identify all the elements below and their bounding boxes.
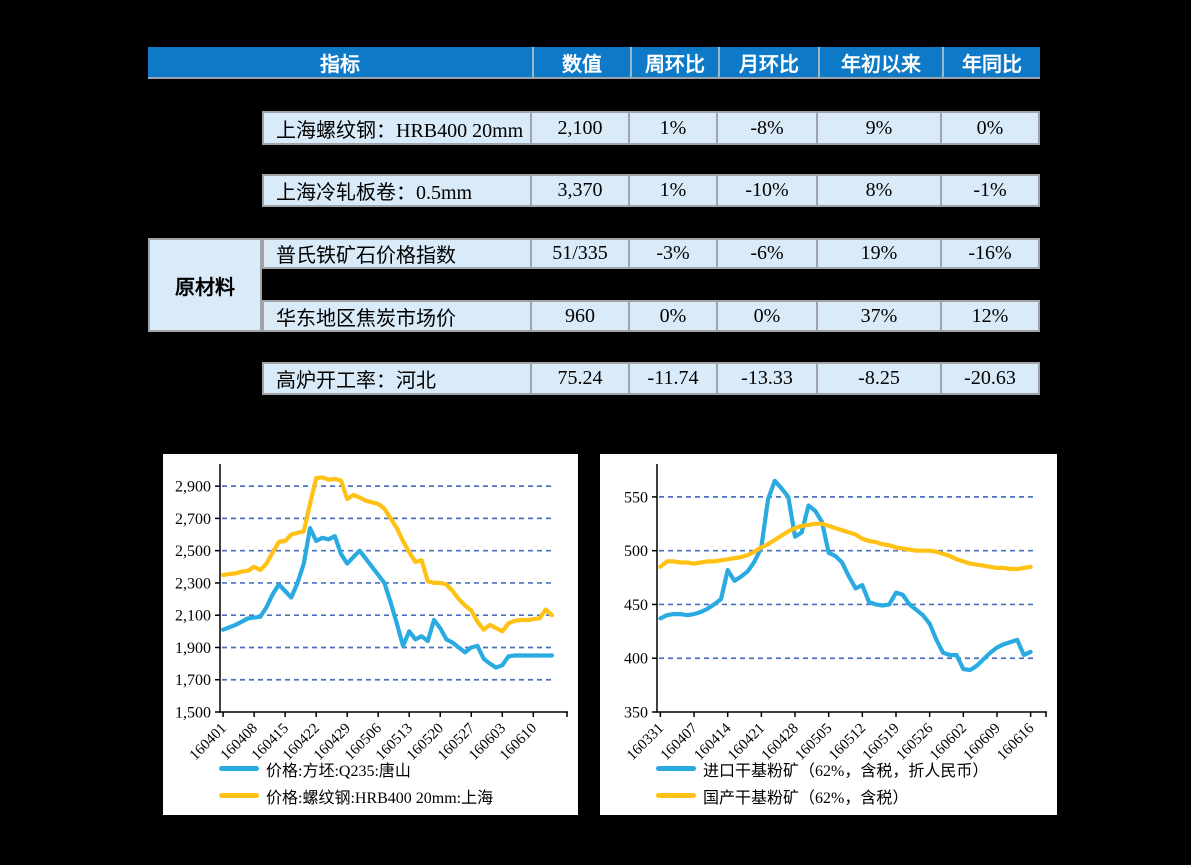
svg-text:1,700: 1,700 <box>175 672 211 689</box>
cell-ytd: 19% <box>818 238 942 269</box>
svg-text:2,900: 2,900 <box>175 479 211 496</box>
svg-text:1,900: 1,900 <box>175 640 211 657</box>
svg-text:350: 350 <box>624 705 648 722</box>
chart-billet-rebar-price: 1,500 1,700 1,900 2,100 2,300 2,500 2,700 2,900… <box>163 454 578 815</box>
legend-label: 价格:方坯:Q235:唐山 <box>266 762 411 780</box>
cell-ytd: -8.25 <box>818 362 942 395</box>
cell-yoy: -1% <box>942 174 1040 207</box>
plot-svg: 1,500 1,700 1,900 2,100 2,300 2,500 2,700 2,900… <box>175 464 568 764</box>
cell-mom: 0% <box>718 300 818 332</box>
cell-indicator: 华东地区焦炭市场价 <box>262 300 532 332</box>
cell-indicator: 高炉开工率：河北 <box>262 362 532 395</box>
legend-label: 进口干基粉矿（62%，含税，折人民币） <box>703 762 989 780</box>
cell-ytd: 9% <box>818 111 942 145</box>
chart-legend: 进口干基粉矿（62%，含税，折人民币） 国产干基粉矿（62%，含税） <box>656 755 988 809</box>
plot-svg: 3504004505005501603311604071604141604211… <box>624 464 1047 764</box>
legend-item-0: 价格:方坯:Q235:唐山 <box>219 755 493 782</box>
header-indicator: 指标 <box>148 47 532 77</box>
legend-label: 价格:螺纹钢:HRB400 20mm:上海 <box>266 789 494 807</box>
svg-text:2,300: 2,300 <box>175 575 211 592</box>
cell-mom: -6% <box>718 238 818 269</box>
cell-yoy: -16% <box>942 238 1040 269</box>
cell-indicator: 上海螺纹钢：HRB400 20mm <box>262 111 532 145</box>
table-row: 上海螺纹钢：HRB400 20mm 2,100 1% -8% 9% 0% <box>262 111 1040 145</box>
legend-line-swatch <box>219 766 259 771</box>
svg-text:450: 450 <box>624 597 648 614</box>
header-value: 数值 <box>532 47 630 77</box>
cell-value: 75.24 <box>532 362 630 395</box>
cell-indicator: 普氏铁矿石价格指数 <box>262 238 532 269</box>
cell-yoy: 12% <box>942 300 1040 332</box>
cell-value: 51/335 <box>532 238 630 269</box>
svg-text:550: 550 <box>624 489 648 506</box>
cell-ytd: 8% <box>818 174 942 207</box>
cell-mom: -8% <box>718 111 818 145</box>
chart-iron-ore-price: 350 400 450 500 550 160331 160407 160414 160421 1… <box>600 454 1057 815</box>
header-ytd: 年初以来 <box>818 47 942 77</box>
cell-wow: 1% <box>630 174 718 207</box>
cell-wow: 0% <box>630 300 718 332</box>
table-row: 普氏铁矿石价格指数 51/335 -3% -6% 19% -16% <box>262 238 1040 269</box>
cell-mom: -10% <box>718 174 818 207</box>
legend-line-swatch <box>219 793 259 798</box>
cell-wow: 1% <box>630 111 718 145</box>
header-yoy: 年同比 <box>942 47 1040 77</box>
cell-yoy: -20.63 <box>942 362 1040 395</box>
cell-yoy: 0% <box>942 111 1040 145</box>
cell-wow: -3% <box>630 238 718 269</box>
table-row: 上海冷轧板卷：0.5mm 3,370 1% -10% 8% -1% <box>262 174 1040 207</box>
legend-item-0: 进口干基粉矿（62%，含税，折人民币） <box>656 755 988 782</box>
legend-item-1: 价格:螺纹钢:HRB400 20mm:上海 <box>219 782 493 809</box>
table-row: 华东地区焦炭市场价 960 0% 0% 37% 12% <box>262 300 1040 332</box>
cell-indicator: 上海冷轧板卷：0.5mm <box>262 174 532 207</box>
cell-wow: -11.74 <box>630 362 718 395</box>
group-cell-raw-materials: 原材料 <box>148 238 262 332</box>
cell-value: 3,370 <box>532 174 630 207</box>
indicator-table: 指标 数值 周环比 月环比 年初以来 年同比 原材料 上海螺纹钢：HRB400 … <box>148 47 1040 395</box>
legend-line-swatch <box>656 793 696 798</box>
cell-mom: -13.33 <box>718 362 818 395</box>
svg-text:2,700: 2,700 <box>175 511 211 528</box>
svg-text:160616: 160616 <box>994 720 1037 763</box>
svg-text:400: 400 <box>624 651 648 668</box>
svg-text:2,100: 2,100 <box>175 608 211 625</box>
legend-label: 国产干基粉矿（62%，含税） <box>703 789 909 807</box>
legend-line-swatch <box>656 766 696 771</box>
cell-ytd: 37% <box>818 300 942 332</box>
table-row: 高炉开工率：河北 75.24 -11.74 -13.33 -8.25 -20.6… <box>262 362 1040 395</box>
cell-value: 960 <box>532 300 630 332</box>
header-mom: 月环比 <box>718 47 818 77</box>
cell-value: 2,100 <box>532 111 630 145</box>
svg-text:500: 500 <box>624 543 648 560</box>
svg-text:2,500: 2,500 <box>175 543 211 560</box>
svg-text:1,500: 1,500 <box>175 705 211 722</box>
header-wow: 周环比 <box>630 47 718 77</box>
table-header-row: 指标 数值 周环比 月环比 年初以来 年同比 <box>148 47 1040 79</box>
chart-legend: 价格:方坯:Q235:唐山价格:螺纹钢:HRB400 20mm:上海 <box>219 755 493 809</box>
legend-item-1: 国产干基粉矿（62%，含税） <box>656 782 988 809</box>
